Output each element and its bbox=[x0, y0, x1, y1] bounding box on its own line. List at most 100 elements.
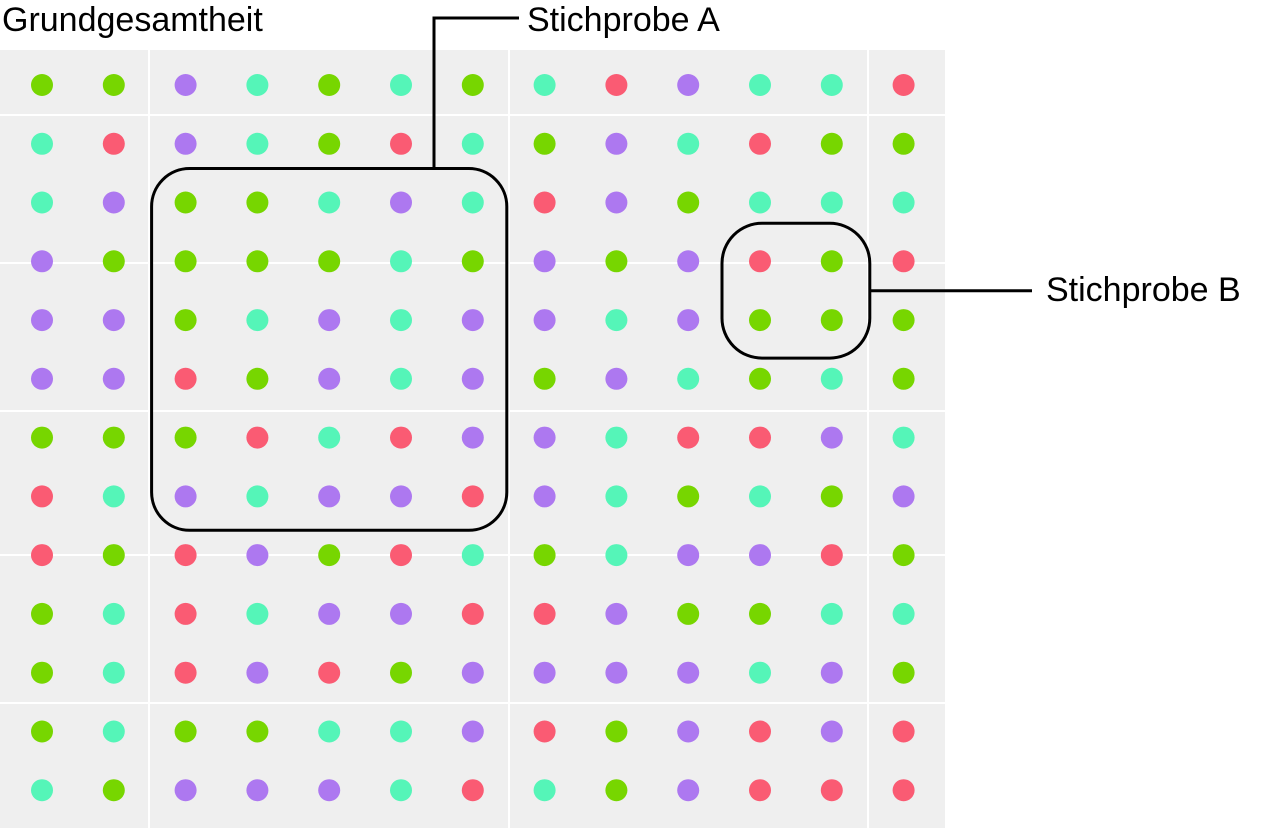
population-dot bbox=[318, 602, 341, 625]
population-dot bbox=[102, 132, 125, 155]
population-dot bbox=[892, 132, 915, 155]
population-dot bbox=[174, 74, 197, 96]
population-dot bbox=[318, 544, 341, 567]
population-dot bbox=[174, 367, 197, 390]
population-dot bbox=[246, 544, 269, 567]
sample-frames bbox=[150, 16, 1032, 532]
population-dot bbox=[246, 426, 269, 449]
population-dot bbox=[461, 661, 484, 684]
population-dot bbox=[246, 661, 269, 684]
population-dot bbox=[749, 132, 771, 155]
population-dot bbox=[820, 720, 843, 743]
population-dot bbox=[749, 779, 771, 802]
population-dot bbox=[318, 309, 341, 332]
population-dot bbox=[31, 426, 53, 449]
population-dot bbox=[461, 191, 484, 214]
population-dot bbox=[390, 191, 412, 214]
population-dot bbox=[605, 544, 628, 567]
population-dot bbox=[31, 779, 53, 802]
population-dot bbox=[892, 309, 915, 332]
population-dot bbox=[677, 74, 700, 96]
population-dot bbox=[533, 191, 556, 214]
population-dot bbox=[892, 661, 915, 684]
population-dot bbox=[390, 779, 412, 802]
population-title: Grundgesamtheit bbox=[2, 1, 263, 39]
population-dot bbox=[749, 485, 771, 508]
population-dot bbox=[246, 74, 269, 96]
population-dot bbox=[749, 426, 771, 449]
population-dot bbox=[820, 191, 843, 214]
population-dot bbox=[605, 74, 628, 96]
population-dot bbox=[820, 132, 843, 155]
population-dot bbox=[605, 602, 628, 625]
population-dot bbox=[820, 661, 843, 684]
population-dot bbox=[677, 191, 700, 214]
population-dot bbox=[31, 544, 53, 567]
population-dot bbox=[533, 74, 556, 96]
population-dot bbox=[605, 720, 628, 743]
population-dot bbox=[533, 602, 556, 625]
population-dot bbox=[820, 426, 843, 449]
population-dot bbox=[31, 74, 53, 96]
sample-a-label: Stichprobe A bbox=[527, 1, 720, 39]
population-dot bbox=[174, 250, 197, 273]
population-dot bbox=[318, 74, 341, 96]
population-dot bbox=[31, 485, 53, 508]
population-dot bbox=[31, 132, 53, 155]
sample-b-label: Stichprobe B bbox=[1046, 271, 1241, 309]
population-dot bbox=[318, 250, 341, 273]
population-dot bbox=[174, 779, 197, 802]
population-dot bbox=[461, 132, 484, 155]
population-dot bbox=[605, 779, 628, 802]
population-dot bbox=[461, 485, 484, 508]
population-dot bbox=[102, 367, 125, 390]
population-dot bbox=[892, 602, 915, 625]
population-dot bbox=[820, 485, 843, 508]
population-dot bbox=[318, 367, 341, 390]
population-dot bbox=[174, 485, 197, 508]
population-dot bbox=[174, 132, 197, 155]
population-dot bbox=[820, 367, 843, 390]
population-dot bbox=[677, 485, 700, 508]
population-dot bbox=[533, 661, 556, 684]
grid-lines bbox=[0, 50, 945, 828]
population-dot bbox=[533, 426, 556, 449]
population-dot bbox=[677, 367, 700, 390]
population-dot bbox=[533, 720, 556, 743]
population-dot bbox=[31, 250, 53, 273]
population-dot bbox=[677, 426, 700, 449]
population-dot bbox=[390, 720, 412, 743]
population-dot bbox=[174, 720, 197, 743]
population-dots bbox=[31, 74, 915, 802]
population-dot bbox=[820, 74, 843, 96]
population-dot bbox=[390, 661, 412, 684]
population-dot bbox=[102, 74, 125, 96]
population-dot bbox=[677, 132, 700, 155]
population-dot bbox=[246, 191, 269, 214]
population-dot bbox=[605, 309, 628, 332]
population-dot bbox=[892, 426, 915, 449]
population-dot bbox=[246, 250, 269, 273]
population-dot bbox=[605, 132, 628, 155]
population-dot bbox=[892, 191, 915, 214]
population-dot bbox=[892, 544, 915, 567]
population-dot bbox=[390, 426, 412, 449]
population-dot bbox=[820, 309, 843, 332]
population-dot bbox=[892, 74, 915, 96]
population-dot bbox=[892, 367, 915, 390]
population-dot bbox=[749, 250, 771, 273]
sample-a-leader-line bbox=[432, 16, 519, 169]
population-dot bbox=[892, 250, 915, 273]
population-dot bbox=[174, 544, 197, 567]
population-dot bbox=[246, 132, 269, 155]
population-dot bbox=[31, 602, 53, 625]
population-dot bbox=[246, 602, 269, 625]
population-dot bbox=[390, 544, 412, 567]
population-dot bbox=[318, 132, 341, 155]
population-dot bbox=[533, 132, 556, 155]
population-dot bbox=[246, 309, 269, 332]
population-dot bbox=[102, 779, 125, 802]
population-dot bbox=[677, 779, 700, 802]
population-dot bbox=[461, 250, 484, 273]
